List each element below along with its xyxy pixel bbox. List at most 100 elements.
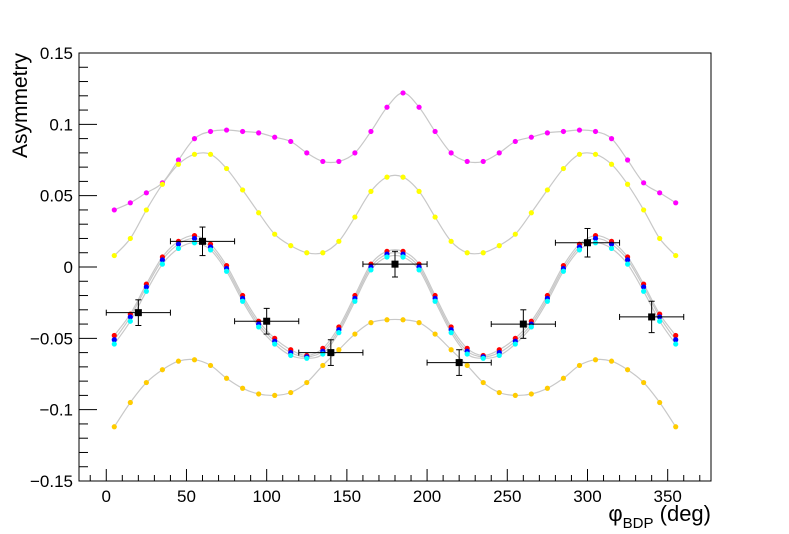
model-point [368, 320, 374, 326]
y-axis: −0.15 −0.1 −0.05 0 0.05 0.1 0.15 [30, 44, 97, 491]
y-tick-label: 0.05 [40, 187, 73, 206]
model-point [127, 200, 133, 206]
model-point [143, 190, 149, 196]
model-point [576, 127, 583, 133]
model-point [624, 157, 631, 163]
model-point [288, 138, 294, 145]
model-point [673, 200, 679, 206]
model-point [191, 151, 198, 157]
x-axis-label-sub: BDP [623, 515, 654, 532]
model-point [159, 257, 166, 263]
model-point [673, 252, 679, 259]
model-point [288, 389, 294, 396]
model-point [624, 257, 631, 263]
model-point [657, 235, 663, 242]
model-point [480, 355, 486, 361]
model-point [432, 214, 438, 220]
model-point [304, 250, 310, 256]
x-axis-label-unit: (deg) [654, 501, 711, 526]
model-point [143, 284, 149, 290]
model-point [576, 362, 583, 369]
model-point [464, 158, 470, 165]
model-point [496, 352, 502, 359]
y-tick-label: −0.05 [30, 329, 73, 348]
model-point [657, 318, 663, 324]
model-point [352, 214, 358, 220]
model-point [352, 331, 358, 337]
model-point [624, 367, 631, 373]
model-point [608, 161, 615, 167]
model-point [175, 157, 182, 163]
model-point [416, 267, 422, 273]
model-point [320, 362, 326, 369]
model-point [143, 207, 149, 213]
data-point [199, 237, 207, 245]
model-point [496, 150, 502, 156]
model-point [368, 188, 374, 194]
model-point [400, 317, 406, 323]
model-point [111, 337, 117, 343]
model-point [111, 207, 117, 213]
model-point [320, 158, 326, 165]
model-point [111, 252, 117, 259]
measured-data [105, 226, 685, 376]
model-point [143, 288, 149, 294]
model-point [416, 104, 422, 110]
model-point [464, 250, 470, 256]
model-point [512, 341, 518, 347]
model-point [592, 128, 599, 135]
model-point [608, 358, 615, 364]
x-tick-label: 300 [573, 487, 601, 506]
model-point [657, 399, 663, 406]
x-tick-label: 50 [177, 487, 196, 506]
model-point [512, 392, 518, 398]
data-point [327, 349, 335, 357]
data-point [583, 239, 591, 247]
model-point [352, 150, 358, 156]
model-point [576, 151, 583, 157]
model-point [207, 247, 214, 253]
y-tick-label: 0 [64, 258, 73, 277]
model-point [175, 241, 182, 247]
model-point [352, 298, 358, 304]
model-point [528, 210, 534, 216]
model-point [544, 385, 550, 391]
model-point [560, 268, 567, 274]
model-point [207, 362, 214, 369]
model-point [320, 250, 326, 256]
model-point [480, 379, 486, 386]
model-point [159, 181, 166, 187]
data-point [263, 317, 271, 325]
model-point [223, 127, 230, 133]
model-point [304, 355, 310, 361]
x-tick-label: 0 [102, 487, 111, 506]
model-point [159, 261, 166, 267]
model-point [448, 238, 454, 244]
model-point [368, 267, 374, 273]
model-point [448, 150, 454, 156]
model-point [624, 261, 631, 267]
data-point [519, 320, 527, 328]
model-point [528, 391, 534, 397]
model-point [240, 385, 246, 391]
model-point [512, 231, 518, 237]
x-tick-label: 100 [252, 487, 280, 506]
model-point [240, 187, 246, 193]
model-point [592, 357, 599, 363]
model-point [641, 180, 647, 186]
model-point [576, 247, 583, 253]
model-point [608, 136, 615, 142]
y-tick-label: 0.1 [49, 115, 73, 134]
model-point [464, 351, 470, 357]
model-point [673, 341, 679, 347]
model-point [240, 128, 246, 135]
model-point [175, 245, 182, 252]
model-point [223, 165, 230, 172]
y-tick-label: −0.15 [30, 472, 73, 491]
model-point [272, 134, 278, 140]
model-point [673, 337, 679, 343]
x-axis-label: φBDP (deg) [608, 501, 711, 532]
model-point [416, 188, 422, 194]
x-tick-label: 200 [413, 487, 441, 506]
